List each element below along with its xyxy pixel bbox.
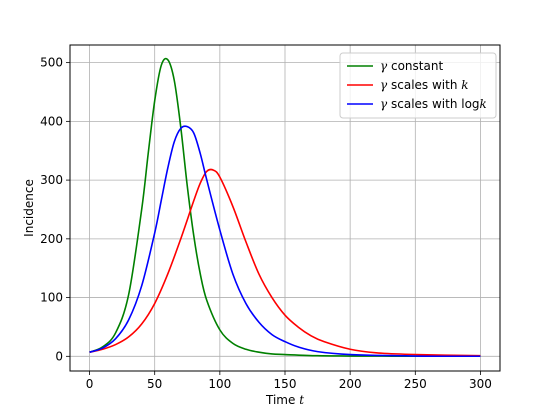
y-tick-label: 400	[40, 114, 63, 128]
legend-label-2: γ scales with k	[380, 78, 469, 92]
x-axis-label: Time t	[265, 393, 304, 407]
series-line-3	[89, 125, 481, 358]
x-tick-label: 100	[208, 377, 231, 391]
grid-lines	[70, 45, 500, 371]
legend-entries: γ constant γ scales with k γ scales with l…	[347, 59, 487, 111]
legend-label-3: γ scales with logk	[380, 97, 487, 111]
series-line-2	[89, 168, 481, 357]
x-axis-ticks: 0 50 100 150 200 250 300	[86, 371, 492, 391]
y-tick-label: 0	[55, 349, 63, 363]
y-axis-ticks: 0 100 200 300 400 500	[40, 56, 70, 363]
y-tick-label: 300	[40, 173, 63, 187]
x-axis-label-text: Time	[265, 393, 295, 407]
x-tick-label: 150	[274, 377, 297, 391]
x-tick-label: 300	[469, 377, 492, 391]
series-line-1	[89, 57, 481, 358]
legend: γ constant γ scales with k γ scales with l…	[339, 52, 497, 119]
x-axis-label-variable: t	[299, 393, 304, 407]
x-tick-label: 50	[147, 377, 162, 391]
x-tick-label: 250	[404, 377, 427, 391]
legend-label-1: γ constant	[380, 59, 443, 73]
y-tick-label: 100	[40, 291, 63, 305]
series-lines	[89, 57, 481, 358]
y-tick-label: 200	[40, 232, 63, 246]
x-tick-label: 0	[86, 377, 94, 391]
y-axis-label: Incidence	[22, 179, 36, 237]
x-tick-label: 200	[339, 377, 362, 391]
legend-box	[339, 52, 497, 119]
y-tick-label: 500	[40, 56, 63, 70]
